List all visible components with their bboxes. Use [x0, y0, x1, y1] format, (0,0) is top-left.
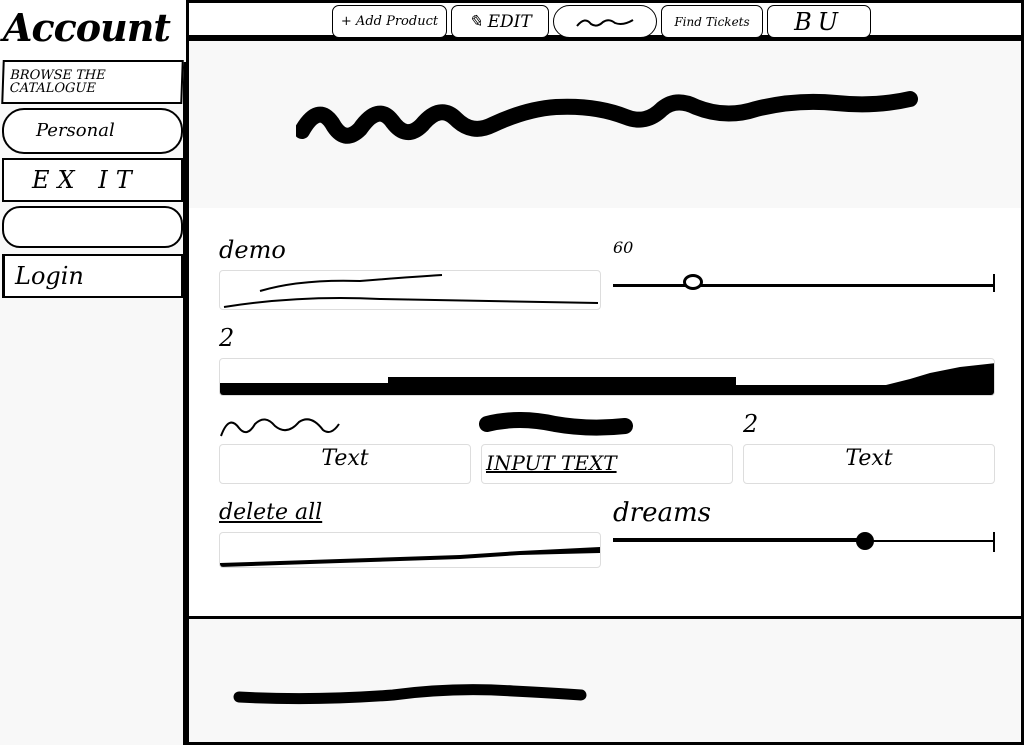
personal-label: Personal: [36, 120, 115, 141]
exit-button[interactable]: EX IT: [2, 158, 183, 202]
find-tickets-button[interactable]: Find Tickets: [661, 5, 763, 38]
edit-label: EDIT: [487, 11, 532, 32]
field5-label: 2: [743, 410, 759, 438]
slider2-label: dreams: [613, 498, 711, 528]
slider2[interactable]: [613, 528, 995, 556]
slider1-thumb[interactable]: [683, 274, 704, 290]
field2-input[interactable]: [219, 358, 995, 396]
field2-label: 2: [219, 324, 235, 352]
pencil-icon: ✎: [468, 11, 483, 32]
form-panel: demo 60 2 Text INPUT TEXT 2 Text delete …: [186, 208, 1024, 620]
field5-input[interactable]: Text: [743, 444, 995, 484]
slider1-track: [613, 284, 995, 287]
footer-scribble: [233, 684, 587, 705]
hero-scribble: [296, 91, 918, 144]
browse-catalogue-button[interactable]: BROWSE THE CATALOGUE: [1, 60, 184, 104]
top-toolbar: + Add Product ✎ EDIT Find Tickets BU: [186, 0, 1024, 38]
bu-button[interactable]: BU: [767, 5, 871, 38]
bu-label: BU: [794, 7, 844, 36]
slider1-label: 60: [613, 238, 634, 257]
find-tickets-label: Find Tickets: [674, 14, 750, 29]
slider2-thumb[interactable]: [856, 532, 875, 550]
slider2-fill: [613, 538, 866, 542]
personal-button[interactable]: Personal: [2, 108, 183, 154]
slider1[interactable]: [613, 268, 995, 296]
field3-input[interactable]: Text: [219, 444, 471, 484]
app-title: Account: [0, 0, 186, 62]
slider1-end-cap: [993, 274, 995, 292]
scribble-icon: [576, 18, 634, 27]
add-product-label: + Add Product: [340, 14, 439, 29]
blank-button[interactable]: [2, 206, 183, 248]
field1-input[interactable]: [219, 270, 601, 310]
field1-label: demo: [219, 236, 286, 264]
hero-panel: [186, 38, 1024, 211]
login-label: Login: [15, 262, 84, 290]
footer-panel: [186, 616, 1024, 745]
field4-scribble-label: [479, 412, 633, 436]
field6-label: delete all: [219, 500, 323, 525]
field4-input[interactable]: INPUT TEXT: [481, 444, 733, 484]
slider2-end-cap: [993, 532, 995, 552]
field3-value: Text: [321, 446, 369, 471]
field4-value: INPUT TEXT: [486, 451, 617, 475]
browse-catalogue-label: BROWSE THE CATALOGUE: [9, 68, 106, 96]
edit-button[interactable]: ✎ EDIT: [451, 5, 549, 38]
login-button[interactable]: Login: [2, 254, 183, 298]
scribble-button[interactable]: [553, 5, 657, 38]
field6-bar: [220, 547, 600, 567]
field3-scribble-label: [220, 418, 340, 437]
field5-value: Text: [845, 446, 893, 471]
field1-scribble: [223, 274, 599, 308]
exit-label: EX IT: [32, 166, 140, 194]
add-product-button[interactable]: + Add Product: [332, 5, 447, 38]
field2-bar: [220, 363, 994, 395]
field6-input[interactable]: [219, 532, 601, 568]
